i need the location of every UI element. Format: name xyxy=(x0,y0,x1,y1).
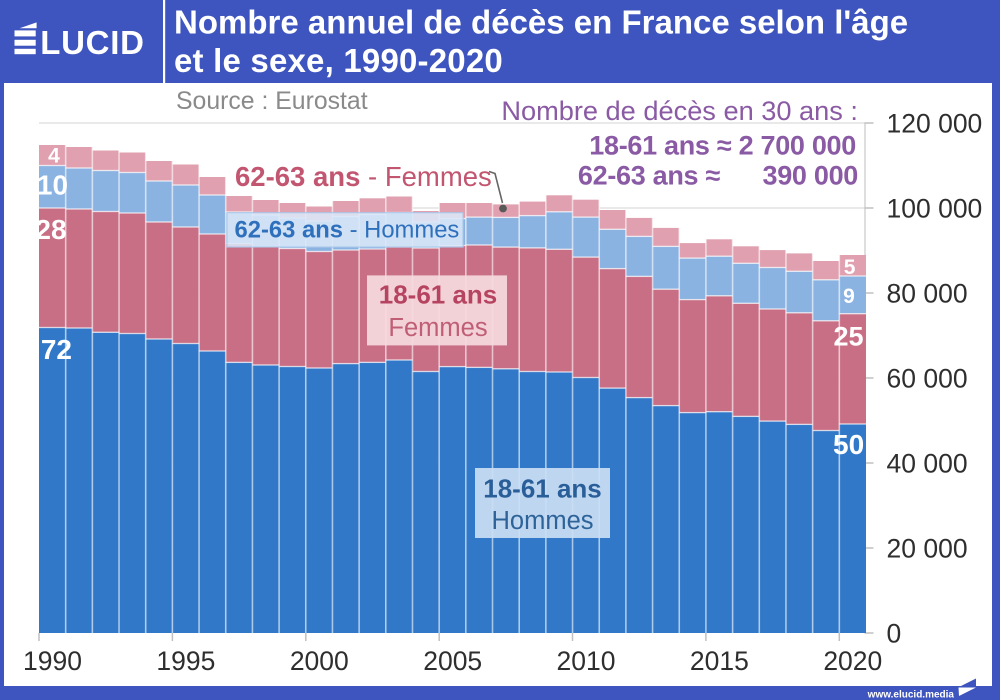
svg-text:62-63 ans - Femmes: 62-63 ans - Femmes xyxy=(235,161,492,192)
svg-text:Nombre de décès en 30 ans :: Nombre de décès en 30 ans : xyxy=(501,95,858,126)
svg-text:25: 25 xyxy=(833,321,863,351)
svg-text:2015: 2015 xyxy=(690,646,749,676)
svg-text:www.elucid.media: www.elucid.media xyxy=(867,690,955,700)
svg-text:10: 10 xyxy=(37,170,68,201)
svg-text:2020: 2020 xyxy=(823,646,882,676)
svg-text:LUCID: LUCID xyxy=(40,24,144,61)
svg-text:72: 72 xyxy=(41,334,72,365)
svg-text:120 000: 120 000 xyxy=(887,109,983,139)
svg-text:Femmes: Femmes xyxy=(388,314,487,342)
svg-text:18-61 ans ≈ 2 700 000: 18-61 ans ≈ 2 700 000 xyxy=(589,131,856,161)
svg-text:20 000: 20 000 xyxy=(887,534,968,564)
svg-text:28: 28 xyxy=(35,214,66,245)
svg-text:60 000: 60 000 xyxy=(887,364,968,394)
svg-text:4: 4 xyxy=(48,145,60,168)
svg-text:2005: 2005 xyxy=(423,646,482,676)
svg-text:40 000: 40 000 xyxy=(887,449,968,479)
svg-text:50: 50 xyxy=(833,429,864,460)
svg-text:62-63 ans ≈: 62-63 ans ≈ xyxy=(578,161,721,191)
svg-text:1990: 1990 xyxy=(23,646,82,676)
svg-text:100 000: 100 000 xyxy=(887,194,983,224)
svg-text:2000: 2000 xyxy=(290,646,349,676)
svg-text:80 000: 80 000 xyxy=(887,279,968,309)
svg-text:et le sexe, 1990-2020: et le sexe, 1990-2020 xyxy=(174,42,503,79)
svg-text:Source : Eurostat: Source : Eurostat xyxy=(176,88,368,115)
svg-text:18-61 ans: 18-61 ans xyxy=(379,280,498,310)
svg-text:2010: 2010 xyxy=(557,646,616,676)
svg-text:62-63 ans - Hommes: 62-63 ans - Hommes xyxy=(235,217,460,244)
svg-text:1995: 1995 xyxy=(156,646,215,676)
svg-text:5: 5 xyxy=(844,256,856,279)
svg-text:18-61 ans: 18-61 ans xyxy=(483,474,602,504)
svg-text:Hommes: Hommes xyxy=(491,507,593,535)
svg-text:390 000: 390 000 xyxy=(763,161,859,191)
svg-text:0: 0 xyxy=(887,619,902,649)
svg-text:9: 9 xyxy=(843,285,855,308)
svg-text:Nombre annuel de décès en Fran: Nombre annuel de décès en France selon l… xyxy=(174,4,908,41)
